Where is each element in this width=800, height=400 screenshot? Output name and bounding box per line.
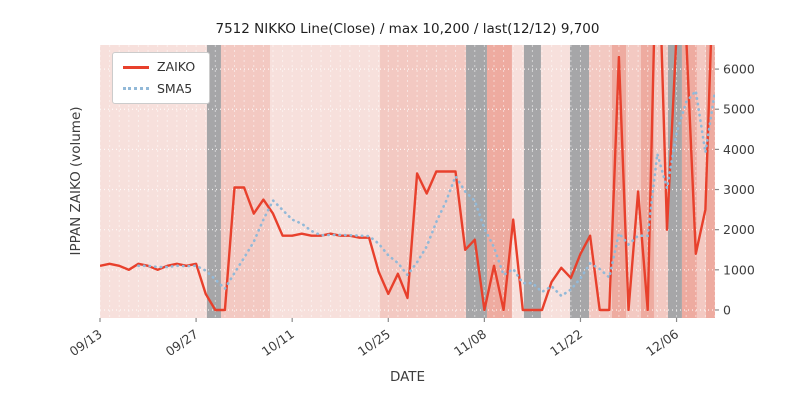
- background-band: [626, 45, 642, 318]
- background-band: [696, 45, 706, 318]
- x-axis-label: DATE: [389, 369, 426, 385]
- y-tick-label: 5000: [723, 102, 755, 117]
- y-tick-label: 2000: [723, 222, 755, 237]
- y-tick-label: 6000: [723, 62, 755, 77]
- background-band: [206, 45, 221, 318]
- sma5-line-sample-icon: [123, 87, 149, 91]
- background-band: [569, 45, 590, 318]
- zaiko-line-sample-icon: [123, 65, 149, 69]
- background-band: [705, 45, 715, 318]
- y-tick-label: 1000: [723, 262, 755, 277]
- x-tick-label: 11/08: [451, 326, 489, 359]
- background-band: [380, 45, 467, 318]
- background-band: [511, 45, 524, 318]
- legend-label-zaiko: ZAIKO: [157, 59, 196, 74]
- x-tick-label: 10/25: [355, 326, 393, 359]
- y-tick-label: 3000: [723, 182, 755, 197]
- legend-item-zaiko: ZAIKO: [123, 59, 196, 74]
- legend: ZAIKO SMA5: [112, 52, 211, 104]
- legend-item-sma5: SMA5: [123, 80, 195, 96]
- background-band: [269, 45, 381, 318]
- background-band: [681, 45, 697, 318]
- y-tick-label: 0: [723, 302, 731, 317]
- y-tick-label: 4000: [723, 142, 755, 157]
- background-band: [466, 45, 487, 318]
- background-band: [589, 45, 612, 318]
- sma5-line: [137, 87, 715, 298]
- background-band: [220, 45, 270, 318]
- x-tick-label: 11/22: [547, 326, 585, 359]
- x-tick-label: 09/27: [163, 326, 201, 359]
- x-tick-label: 12/06: [643, 326, 681, 359]
- zaiko-line: [100, 45, 713, 312]
- y-axis-ticks: 0 1000 2000 3000 4000 5000 6000: [715, 62, 755, 317]
- legend-label-sma5: SMA5: [157, 80, 193, 96]
- x-axis-ticks: 09/13 09/27 10/11 10/25 11/08 11/22 12/06: [67, 318, 681, 359]
- x-tick-label: 10/11: [259, 326, 297, 359]
- y-axis-label: IPPAN ZAIKO (volume): [68, 106, 84, 256]
- chart-title: 7512 NIKKO Line(Close) / max 10,200 / la…: [215, 21, 600, 37]
- x-tick-label: 09/13: [67, 326, 105, 359]
